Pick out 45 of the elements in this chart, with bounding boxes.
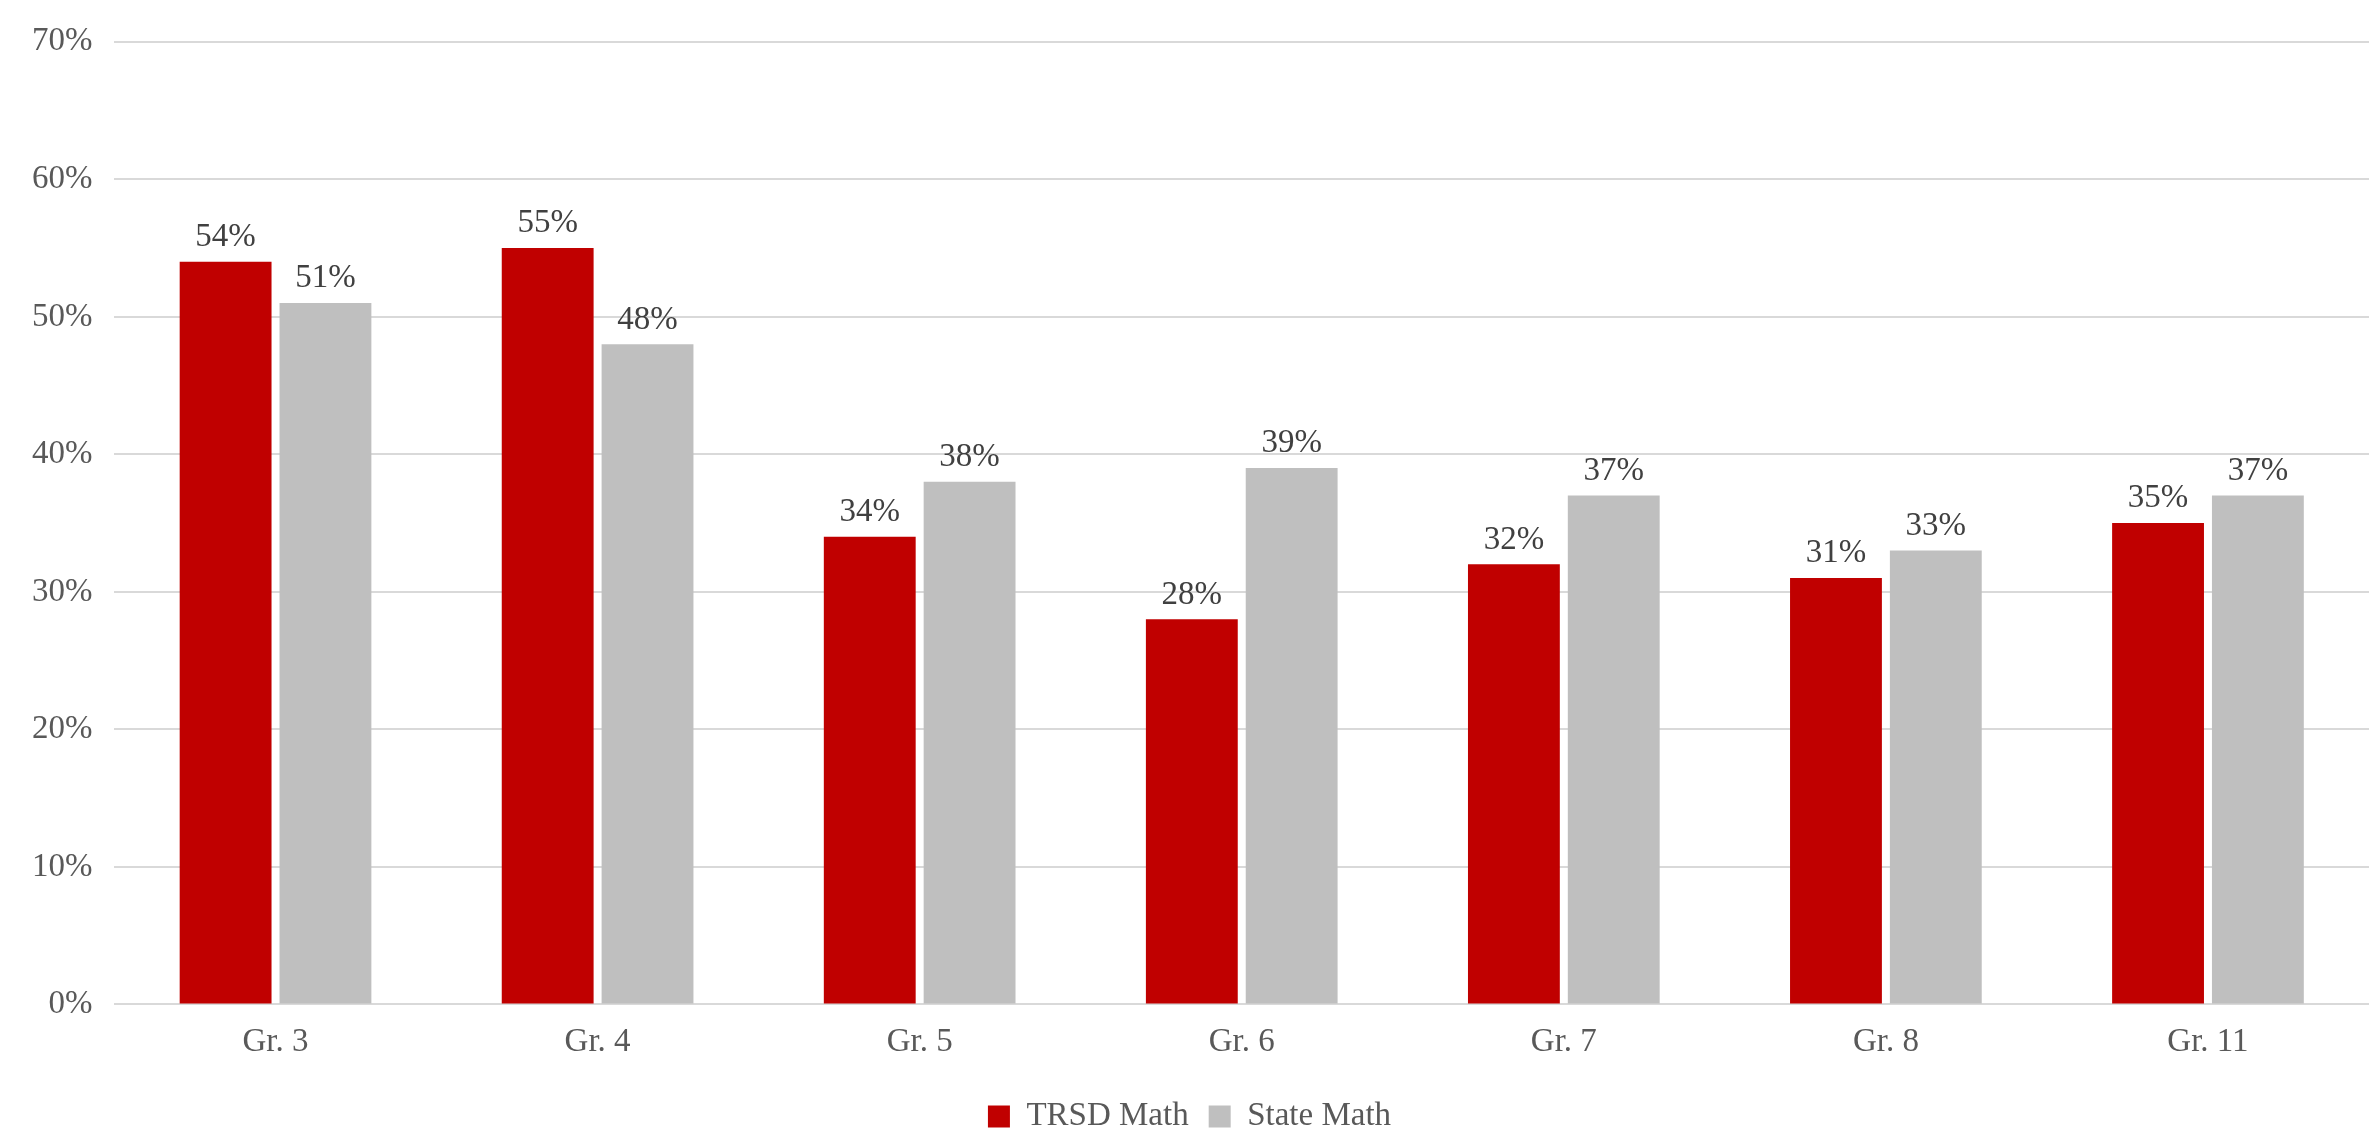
bar xyxy=(823,536,916,1004)
data-label: 55% xyxy=(517,203,578,240)
bar xyxy=(1567,495,1660,1004)
data-label: 37% xyxy=(2227,450,2289,487)
bar xyxy=(923,481,1016,1004)
bar xyxy=(2112,523,2204,1004)
bar xyxy=(501,248,594,1004)
x-tick-label: Gr. 8 xyxy=(1852,1021,1919,1058)
y-tick-label: 60% xyxy=(31,158,93,195)
bar xyxy=(179,261,272,1004)
data-label: 28% xyxy=(1161,574,1223,611)
x-tick-label: Gr. 6 xyxy=(1208,1021,1275,1058)
data-label: 51% xyxy=(295,258,356,295)
bar xyxy=(279,303,372,1004)
y-tick-label: 40% xyxy=(31,434,93,471)
bar xyxy=(601,344,694,1004)
x-tick-label: Gr. 5 xyxy=(886,1021,953,1058)
data-label: 35% xyxy=(2127,478,2189,515)
data-label: 33% xyxy=(1905,505,1967,542)
data-label: 32% xyxy=(1483,519,1545,556)
data-label: 37% xyxy=(1583,450,1644,487)
y-tick-label: 0% xyxy=(48,984,93,1021)
x-tick-label: Gr. 7 xyxy=(1530,1021,1597,1058)
y-tick-label: 70% xyxy=(31,21,93,58)
y-tick-label: 20% xyxy=(31,709,93,746)
data-label: 38% xyxy=(939,437,1000,474)
bar xyxy=(1467,564,1560,1004)
x-tick-label: Gr. 4 xyxy=(564,1021,631,1058)
bar xyxy=(1145,619,1238,1004)
data-label: 31% xyxy=(1805,533,1867,570)
y-tick-label: 30% xyxy=(31,571,93,608)
y-tick-label: 50% xyxy=(31,296,93,333)
legend-label: TRSD Math xyxy=(1026,1096,1190,1133)
data-label: 34% xyxy=(839,492,900,529)
legend-label: State Math xyxy=(1247,1096,1392,1133)
x-tick-label: Gr. 11 xyxy=(2167,1021,2249,1058)
bar xyxy=(2211,495,2304,1004)
x-tick-label: Gr. 3 xyxy=(242,1021,309,1058)
bar xyxy=(1790,578,1882,1004)
data-label: 39% xyxy=(1261,423,1322,460)
bar xyxy=(1889,550,1982,1004)
data-label: 48% xyxy=(617,299,678,336)
data-label: 54% xyxy=(195,216,256,253)
y-tick-label: 10% xyxy=(31,846,93,883)
bar xyxy=(1245,468,1338,1004)
